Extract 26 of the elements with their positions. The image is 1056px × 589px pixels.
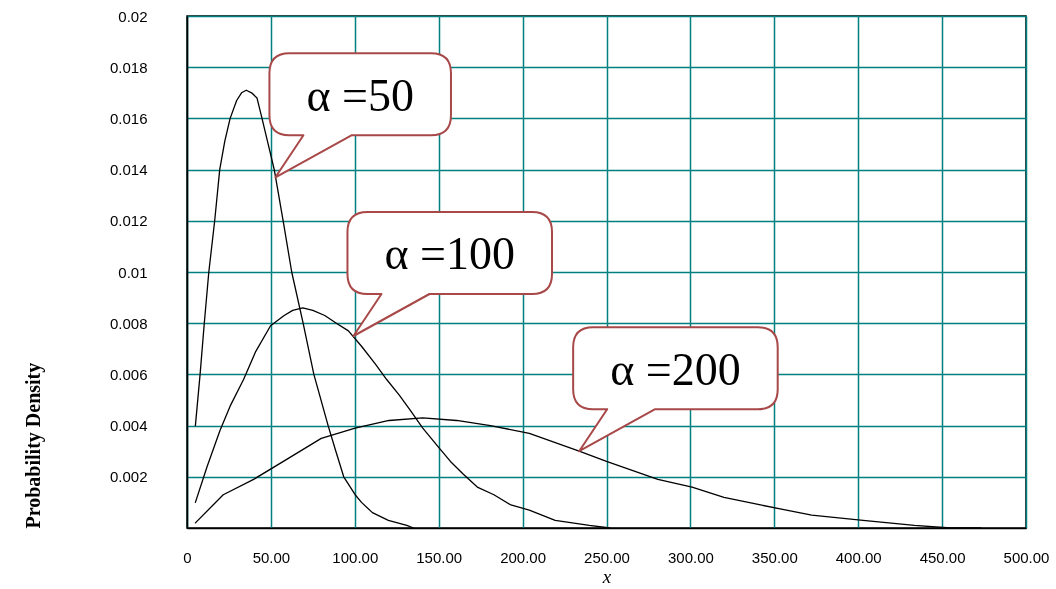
y-tick-label: 0.014	[109, 161, 148, 179]
x-tick-label: 350.00	[751, 548, 798, 566]
y-tick-label: 0.016	[109, 109, 148, 127]
y-tick-label: 0.01	[118, 263, 148, 281]
x-tick-label: 0	[183, 548, 192, 566]
annotation: α =200	[610, 343, 741, 395]
y-axis-title: Probability Density	[21, 362, 45, 529]
x-tick-label: 100.00	[332, 548, 379, 566]
y-tick-label: 0.002	[109, 468, 148, 486]
x-tick-label: 400.00	[835, 548, 882, 566]
x-axis-title: x	[601, 565, 612, 587]
x-tick-label: 500.00	[1003, 548, 1050, 566]
y-tick-label: 0.018	[109, 58, 148, 76]
y-tick-label: 0.008	[109, 314, 148, 332]
y-tick-label: 0.02	[118, 7, 148, 25]
x-tick-label: 150.00	[416, 548, 463, 566]
x-tick-label: 50.00	[252, 548, 291, 566]
y-tick-label: 0.012	[109, 212, 148, 230]
x-tick-label: 450.00	[919, 548, 966, 566]
x-tick-label: 200.00	[500, 548, 547, 566]
x-tick-label: 300.00	[667, 548, 714, 566]
y-tick-label: 0.006	[109, 365, 148, 383]
x-tick-label: 250.00	[584, 548, 630, 566]
annotation: α =100	[384, 228, 515, 280]
y-tick-label: 0.004	[109, 417, 148, 435]
annotation: α =50	[306, 69, 414, 121]
